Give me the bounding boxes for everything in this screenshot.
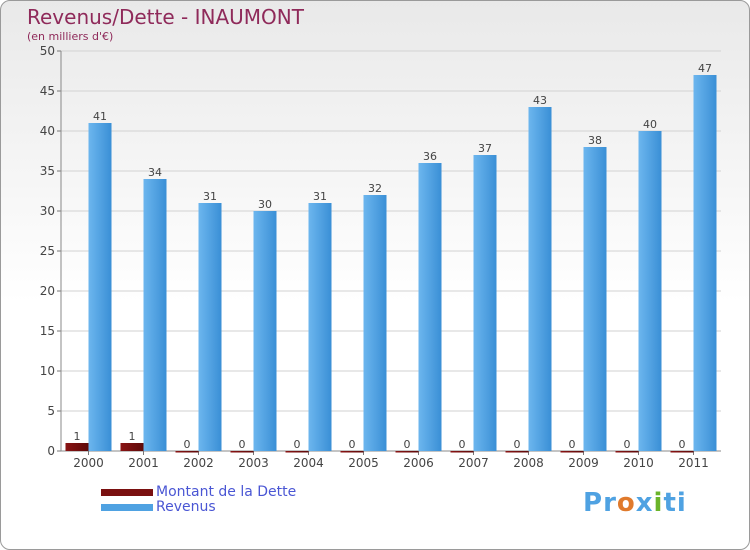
bar-revenue <box>88 123 112 451</box>
y-tick-label: 25 <box>40 244 55 258</box>
data-label-revenue: 32 <box>368 182 382 195</box>
x-tick-label: 2003 <box>238 456 269 470</box>
data-label-revenue: 43 <box>533 94 547 107</box>
bar-debt <box>340 451 364 453</box>
y-tick-label: 10 <box>40 364 55 378</box>
y-tick-label: 5 <box>47 404 55 418</box>
x-tick-label: 2005 <box>348 456 379 470</box>
bar-revenue <box>143 179 167 451</box>
data-label-debt: 1 <box>129 430 136 443</box>
logo-letter: r <box>603 488 617 518</box>
data-label-debt: 0 <box>459 438 466 451</box>
bar-revenue <box>638 131 662 451</box>
bar-debt <box>395 451 419 453</box>
bar-debt <box>120 443 144 451</box>
data-label-revenue: 40 <box>643 118 657 131</box>
legend-swatch-revenue <box>101 504 153 511</box>
legend-label-revenue: Revenus <box>156 499 216 515</box>
data-label-debt: 0 <box>349 438 356 451</box>
bar-revenue <box>528 107 552 451</box>
bar-debt <box>230 451 254 453</box>
logo-letter: P <box>583 488 604 518</box>
data-label-revenue: 34 <box>148 166 162 179</box>
bar-revenue <box>363 195 387 451</box>
logo-letter: t <box>663 488 677 518</box>
chart-title: Revenus/Dette - INAUMONT <box>27 5 304 29</box>
x-tick-label: 2001 <box>128 456 159 470</box>
data-label-debt: 0 <box>404 438 411 451</box>
bar-revenue <box>418 163 442 451</box>
y-tick-label: 15 <box>40 324 55 338</box>
bar-debt <box>560 451 584 453</box>
x-tick-label: 2002 <box>183 456 214 470</box>
chart-subtitle: (en milliers d'€) <box>27 30 114 43</box>
data-label-debt: 0 <box>294 438 301 451</box>
legend-swatch-debt <box>101 489 153 496</box>
data-label-debt: 0 <box>569 438 576 451</box>
y-tick-label: 45 <box>40 84 55 98</box>
y-tick-label: 40 <box>40 124 55 138</box>
y-tick-label: 50 <box>40 44 55 58</box>
data-label-revenue: 47 <box>698 62 712 75</box>
bar-debt <box>65 443 89 451</box>
y-tick-label: 0 <box>47 444 55 458</box>
legend: Montant de la Dette Revenus <box>101 485 296 515</box>
data-label-debt: 1 <box>74 430 81 443</box>
bar-debt <box>505 451 529 453</box>
bar-debt <box>285 451 309 453</box>
x-tick-label: 2011 <box>678 456 709 470</box>
logo-letter: x <box>635 488 654 518</box>
bar-revenue <box>198 203 222 451</box>
bar-debt <box>670 451 694 453</box>
data-label-debt: 0 <box>679 438 686 451</box>
data-label-revenue: 36 <box>423 150 437 163</box>
x-tick-label: 2000 <box>73 456 104 470</box>
proxiti-logo: Proxiti <box>583 488 687 518</box>
legend-item-debt: Montant de la Dette <box>101 485 296 500</box>
data-label-revenue: 31 <box>203 190 217 203</box>
x-tick-label: 2010 <box>623 456 654 470</box>
data-label-debt: 0 <box>514 438 521 451</box>
x-tick-label: 2006 <box>403 456 434 470</box>
x-tick-label: 2009 <box>568 456 599 470</box>
data-label-revenue: 37 <box>478 142 492 155</box>
x-tick-label: 2008 <box>513 456 544 470</box>
bar-revenue <box>308 203 332 451</box>
data-label-revenue: 38 <box>588 134 602 147</box>
logo-letter: i <box>653 488 664 518</box>
data-label-revenue: 31 <box>313 190 327 203</box>
y-tick-label: 35 <box>40 164 55 178</box>
data-label-debt: 0 <box>624 438 631 451</box>
bar-revenue <box>253 211 277 451</box>
legend-label-debt: Montant de la Dette <box>156 484 297 500</box>
bar-revenue <box>583 147 607 451</box>
logo-letter: i <box>676 488 687 518</box>
y-tick-label: 20 <box>40 284 55 298</box>
data-label-debt: 0 <box>239 438 246 451</box>
bar-debt <box>450 451 474 453</box>
bar-revenue <box>473 155 497 451</box>
logo-letter: o <box>616 488 636 518</box>
legend-item-revenue: Revenus <box>101 500 296 515</box>
data-label-debt: 0 <box>184 438 191 451</box>
x-tick-label: 2004 <box>293 456 324 470</box>
data-label-revenue: 41 <box>93 110 107 123</box>
y-tick-label: 30 <box>40 204 55 218</box>
bar-debt <box>175 451 199 453</box>
x-tick-label: 2007 <box>458 456 489 470</box>
data-label-revenue: 30 <box>258 198 272 211</box>
bar-revenue <box>693 75 717 451</box>
bar-debt <box>615 451 639 453</box>
